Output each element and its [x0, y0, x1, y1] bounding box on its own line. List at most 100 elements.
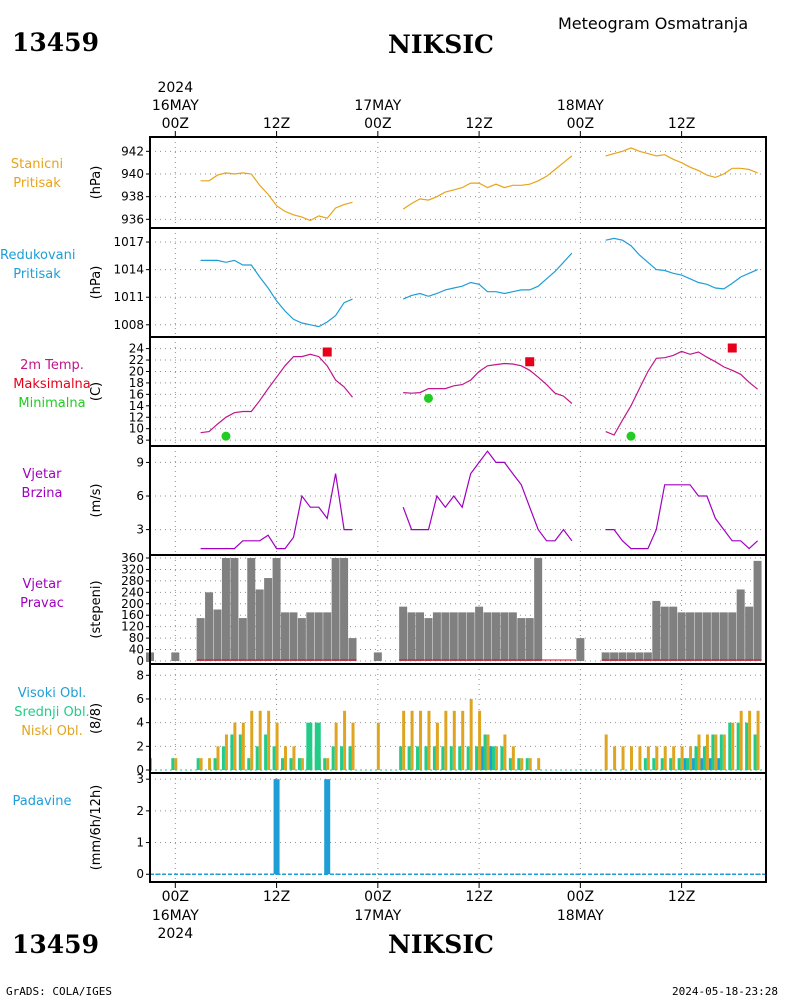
cloud-mid-bar — [719, 734, 723, 770]
cloud-mid-bar — [525, 758, 529, 770]
wind-dir-bar — [702, 612, 711, 661]
y-axis-unit: (8/8) — [89, 703, 104, 734]
cloud-low-bar — [629, 746, 633, 770]
x-tick-label-top: 00Z — [364, 116, 391, 132]
x-date-bottom: 16MAY — [152, 908, 199, 924]
cloud-low-bar — [461, 710, 465, 770]
cloud-mid-bar — [399, 746, 403, 770]
cloud-low-bar — [655, 746, 659, 770]
label-temp: 2m Temp. Maksimalna Minimalna — [13, 358, 91, 411]
wind-dir-bar — [221, 558, 230, 661]
station-id-top: 13459 — [12, 28, 99, 57]
cloud-low-bar — [174, 758, 178, 770]
cloud-low-bar — [511, 746, 515, 770]
cloud-low-bar — [503, 734, 507, 770]
panel-precip: 0 1 2 3 (mm/6h/12h) — [89, 772, 767, 883]
wind-dir-bar — [677, 612, 686, 661]
x-tick-label-top: 12Z — [668, 116, 695, 132]
cloud-high-bar — [717, 758, 721, 770]
wind-dir-bar — [500, 612, 509, 661]
wind-dir-bar — [432, 612, 441, 661]
cloud-high-bar — [708, 758, 712, 770]
cloud-mid-bar — [669, 758, 673, 770]
cloud-mid-bar — [745, 722, 749, 770]
cloud-mid-bar — [331, 746, 335, 770]
cloud-low-bar — [419, 710, 423, 770]
panel-pressure: 936 938 940 942 (hPa) — [89, 136, 767, 229]
cloud-low-bar — [452, 710, 456, 770]
cloud-low-bar — [748, 710, 752, 770]
wind-dir-bar — [441, 612, 450, 661]
cloud-mid-bar — [348, 746, 352, 770]
label-pressure: Stanicni Pritisak — [10, 157, 64, 191]
cloud-low-bar — [284, 746, 288, 770]
wind-dir-bar — [171, 652, 180, 661]
cloud-mid-bar — [196, 758, 200, 770]
cloud-mid-bar — [255, 746, 259, 770]
y-tick-label: 18 — [129, 376, 144, 390]
panel-frame — [149, 136, 767, 229]
y-axis-unit: (hPa) — [89, 166, 104, 200]
cloud-mid-bar — [483, 734, 487, 770]
wind-dir-bar — [331, 558, 340, 661]
cloud-low-bar — [376, 722, 380, 770]
y-tick-label: 3 — [136, 523, 144, 537]
cloud-low-bar — [402, 710, 406, 770]
cloud-mid-bar — [171, 758, 175, 770]
cloud-low-bar — [410, 710, 414, 770]
cloud-low-bar — [300, 758, 304, 770]
tmax-marker — [322, 347, 332, 357]
cloud-low-bar — [292, 746, 296, 770]
y-tick-label: 22 — [129, 353, 144, 367]
cloud-mid-bar — [686, 758, 690, 770]
wind-dir-bar — [416, 612, 425, 661]
wind-dir-bar — [475, 606, 484, 661]
cloud-low-bar — [343, 710, 347, 770]
cloud-mid-bar — [475, 746, 479, 770]
cloud-mid-bar — [500, 746, 504, 770]
cloud-mid-bar — [694, 746, 698, 770]
tmin-marker — [626, 431, 636, 441]
y-tick-label: 2 — [136, 739, 144, 753]
cloud-mid-bar — [340, 746, 344, 770]
cloud-mid-bar — [306, 722, 313, 770]
wind-dir-bar — [373, 652, 382, 661]
cloud-mid-bar — [736, 722, 740, 770]
panel-clouds: 0 2 4 6 8 (8/8) — [89, 663, 767, 777]
y-tick-label: 1 — [136, 836, 144, 850]
wind-dir-bar — [610, 652, 619, 661]
x-date-top: 17MAY — [354, 98, 401, 114]
meteogram-subtitle: Meteogram Osmatranja — [558, 14, 749, 33]
x-tick-label-top: 12Z — [263, 116, 290, 132]
cloud-high-bar — [683, 758, 687, 770]
x-tick-label-bottom: 00Z — [162, 889, 189, 905]
panel-frame — [149, 445, 767, 556]
x-date-bottom: 18MAY — [557, 908, 604, 924]
cloud-mid-bar — [491, 746, 495, 770]
x-tick-label-bottom: 00Z — [364, 889, 391, 905]
cloud-mid-bar — [272, 746, 276, 770]
wind-dir-bar — [314, 612, 323, 661]
cloud-low-bar — [689, 746, 693, 770]
wind-dir-bar — [635, 652, 644, 661]
cloud-low-bar — [216, 746, 220, 770]
cloud-mid-bar — [424, 746, 428, 770]
cloud-high-bar — [692, 758, 696, 770]
grads-credit: GrADS: COLA/IGES — [6, 985, 112, 998]
y-tick-label: 0 — [136, 654, 144, 668]
station-id-bottom: 13459 — [12, 930, 99, 959]
temp-line — [605, 350, 758, 436]
cloud-low-bar — [208, 758, 212, 770]
y-tick-label: 6 — [136, 692, 144, 706]
wind-dir-bar — [660, 606, 669, 661]
y-tick-label: 1017 — [113, 235, 144, 249]
y-tick-label: 40 — [129, 643, 144, 657]
x-tick-label-top: 12Z — [465, 116, 492, 132]
pressure-line — [605, 147, 758, 179]
wind-dir-bar — [247, 558, 256, 661]
wind-dir-bar — [626, 652, 635, 661]
wind-dir-bar — [196, 618, 205, 661]
y-axis-unit: (m/s) — [89, 484, 104, 518]
wind-dir-bar — [205, 592, 214, 661]
